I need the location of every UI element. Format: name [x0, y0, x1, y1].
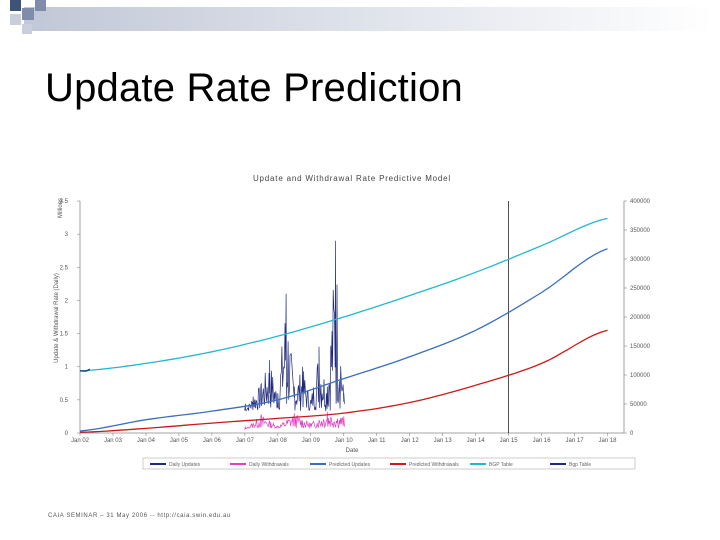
slide-footer: CAIA SEMINAR – 31 May 2006 -- http://cai… — [48, 513, 231, 519]
y-left-tick-label: 0 — [65, 431, 69, 437]
y-right-tick-label: 300000 — [630, 257, 651, 263]
legend-label: Bgp Table — [569, 462, 591, 468]
y-left-tick-label: 3 — [65, 232, 69, 238]
series-daily-withdrawals — [244, 411, 345, 430]
y-left-tick-label: 1.5 — [60, 332, 69, 338]
y-left-tick-label: 0.5 — [60, 398, 69, 404]
x-tick-label: Jan 08 — [269, 438, 288, 444]
y-left-tick-label: 2.5 — [60, 265, 69, 271]
x-tick-label: Jan 17 — [566, 438, 585, 444]
x-tick-label: Jan 16 — [533, 438, 552, 444]
series-predicted-withdrawals — [79, 329, 608, 433]
x-tick-label: Jan 04 — [137, 438, 156, 444]
legend-label: Predicted Updates — [329, 462, 371, 468]
x-tick-label: Jan 11 — [368, 438, 386, 444]
series-bgp-table — [80, 368, 91, 372]
legend-box — [142, 457, 636, 470]
y-axis-left-units: Millions — [58, 198, 64, 218]
x-tick-label: Jan 05 — [170, 438, 189, 444]
slide-title: Update Rate Prediction — [45, 66, 463, 110]
decorative-squares — [10, 0, 714, 34]
x-tick-label: Jan 10 — [335, 438, 354, 444]
y-right-tick-label: 0 — [630, 431, 634, 437]
x-tick-label: Jan 14 — [467, 438, 486, 444]
legend-label: BGP Table — [489, 462, 513, 468]
x-tick-label: Jan 13 — [434, 438, 453, 444]
chart-title: Update and Withdrawal Rate Predictive Mo… — [253, 174, 451, 183]
y-right-tick-label: 50000 — [630, 402, 647, 408]
x-tick-label: Jan 06 — [203, 438, 222, 444]
y-left-tick-label: 3.5 — [60, 199, 69, 205]
y-right-tick-label: 400000 — [630, 199, 651, 205]
y-left-tick-label: 1 — [65, 365, 69, 371]
x-tick-label: Jan 09 — [302, 438, 321, 444]
x-tick-label: Jan 07 — [236, 438, 255, 444]
series-bgp-table — [79, 217, 608, 372]
square-mid — [22, 8, 34, 20]
y-right-tick-label: 150000 — [630, 344, 651, 350]
x-tick-label: Jan 12 — [401, 438, 420, 444]
x-tick-label: Jan 03 — [104, 438, 123, 444]
square-mid-2 — [35, 0, 46, 11]
x-tick-label: Jan 02 — [71, 438, 90, 444]
y-right-tick-label: 250000 — [630, 286, 651, 292]
y-right-tick-label: 100000 — [630, 373, 651, 379]
square-light — [10, 14, 21, 25]
legend-label: Daily Updates — [169, 462, 201, 468]
y-right-tick-label: 350000 — [630, 228, 651, 234]
x-tick-label: Jan 15 — [500, 438, 519, 444]
x-axis-label: Date — [346, 448, 359, 454]
series-predicted-updates — [79, 248, 608, 432]
header-gradient-bar — [24, 7, 714, 31]
square-light-2 — [22, 24, 32, 34]
y-left-tick-label: 2 — [65, 298, 69, 304]
square-dark — [10, 0, 21, 11]
series-daily-updates — [244, 240, 345, 412]
y-axis-left-label: Update & Withdrawal Rate (Daily) — [54, 273, 60, 363]
y-right-tick-label: 200000 — [630, 315, 651, 321]
legend-label: Daily Withdrawals — [249, 462, 289, 468]
legend-label: Predicted Withdrawals — [409, 462, 459, 468]
x-tick-label: Jan 18 — [599, 438, 618, 444]
